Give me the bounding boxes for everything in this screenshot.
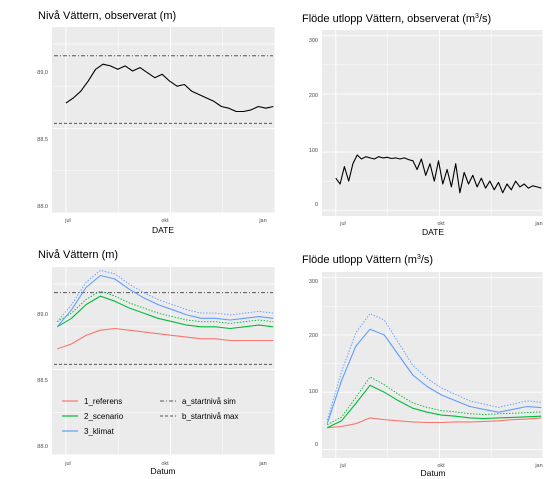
x-tick-label: okt (161, 218, 169, 224)
plot-content (52, 267, 276, 456)
y-tick-label: 300 (309, 38, 318, 44)
plot-content (52, 27, 276, 214)
series-line (57, 327, 274, 350)
y-tick-label: 88.0 (37, 204, 48, 210)
series-line (326, 328, 542, 424)
y-tick-label: 300 (309, 279, 318, 285)
series-line-upper (56, 290, 274, 324)
x-tick-label: okt (161, 461, 169, 467)
series-line-upper (326, 313, 542, 421)
series-line (335, 154, 542, 194)
legend-label: a_startnivå sim (182, 397, 236, 406)
y-tick-label: 88.5 (37, 378, 48, 384)
legend: 1_referens 2_scenario 3_klimat a_startni… (62, 397, 238, 436)
y-tick-label: 200 (309, 93, 318, 99)
x-tick-label: jul (64, 461, 71, 467)
x-tick-label: jan (534, 221, 542, 227)
x-axis-title: Datum (420, 468, 445, 478)
y-tick-label: 100 (309, 148, 318, 154)
plot-area (52, 27, 275, 213)
x-tick-label: okt (437, 463, 445, 469)
y-tick-label: 0 (315, 202, 318, 208)
y-tick-label: 100 (309, 389, 318, 395)
series-line (56, 295, 274, 330)
panel-title: Nivå Vättern (m) (38, 249, 118, 261)
x-tick-label: jul (339, 463, 346, 469)
plot-content (322, 30, 544, 216)
panel-flow-observed: Flöde utlopp Vättern, observerat (m3/s) … (302, 13, 544, 237)
legend-label: 3_klimat (84, 427, 115, 436)
plot-content (322, 272, 544, 458)
series-line (65, 63, 274, 113)
y-tick-label: 88.5 (37, 137, 48, 143)
x-tick-label: jul (339, 221, 346, 227)
panel-level-observed: Nivå Vättern, observerat (m) jul okt jan… (37, 10, 276, 235)
x-tick-label: jan (258, 218, 266, 224)
x-tick-label: jan (258, 461, 266, 467)
x-tick-label: okt (437, 221, 445, 227)
series-line (326, 384, 542, 429)
plot-area (52, 267, 275, 455)
x-tick-label: jan (534, 463, 542, 469)
y-tick-label: 89.0 (37, 70, 48, 76)
panel-title: Flöde utlopp Vättern, observerat (m3/s) (302, 13, 491, 25)
legend-label: 1_referens (84, 397, 122, 406)
y-tick-label: 0 (315, 442, 318, 448)
panel-title: Flöde utlopp Vättern (m3/s) (302, 254, 433, 266)
x-axis-title: Datum (150, 466, 175, 476)
legend-label: b_startnivå max (182, 412, 238, 421)
x-axis-title: DATE (152, 225, 174, 235)
series-line-upper (56, 269, 274, 322)
legend-label: 2_scenario (84, 412, 124, 421)
x-axis-title: DATE (422, 227, 444, 237)
series-line (56, 274, 274, 328)
panel-flow-simulated: Flöde utlopp Vättern (m3/s) jul okt jan … (302, 254, 544, 478)
y-tick-label: 88.0 (37, 444, 48, 450)
panel-level-simulated: Nivå Vättern (m) 1_referens 2_scenario 3… (37, 249, 276, 476)
y-tick-label: 89.0 (37, 312, 48, 318)
series-line (327, 417, 542, 429)
panel-title: Nivå Vättern, observerat (m) (38, 10, 176, 22)
plot-area (322, 272, 543, 458)
y-tick-label: 200 (309, 333, 318, 339)
x-tick-label: jul (64, 218, 71, 224)
